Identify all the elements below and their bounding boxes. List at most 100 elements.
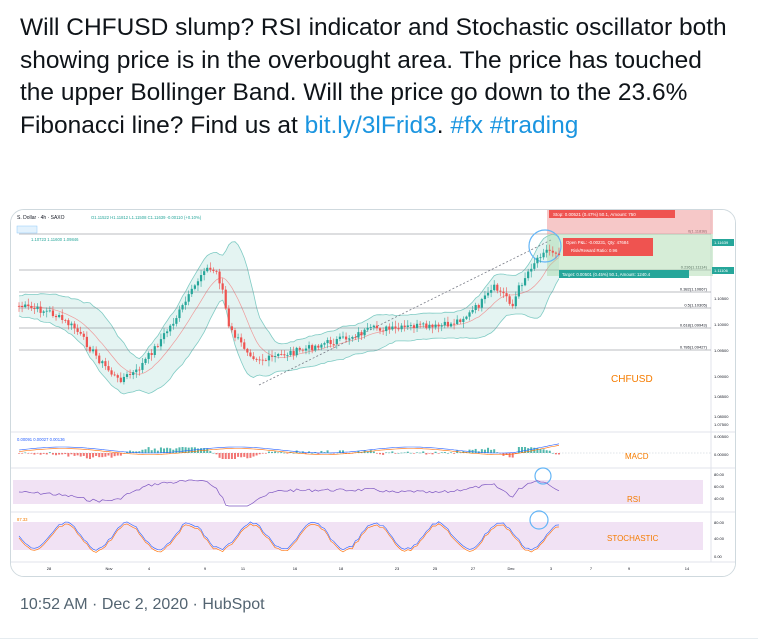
macd-bar xyxy=(85,453,88,459)
candle-body xyxy=(73,323,76,329)
candle-body xyxy=(190,288,193,295)
candle-body xyxy=(351,337,354,339)
candle-body xyxy=(317,345,320,348)
macd-bar xyxy=(493,449,496,453)
highlight-circle-rsi xyxy=(534,467,552,485)
time-tick: 11 xyxy=(241,566,246,571)
macd-bar xyxy=(206,448,209,453)
macd-bar xyxy=(425,453,428,455)
macd-bar xyxy=(511,453,514,458)
candle-body xyxy=(162,333,166,340)
candle-body xyxy=(446,321,450,327)
candle-body xyxy=(505,293,508,297)
macd-line xyxy=(18,443,560,454)
macd-bar xyxy=(474,448,477,453)
macd-bar xyxy=(326,450,329,453)
macd-bar xyxy=(422,451,425,453)
macd-bar xyxy=(434,451,437,453)
candle-body xyxy=(437,324,440,327)
macd-bar xyxy=(113,453,116,457)
lower-band xyxy=(18,278,560,395)
candle-body xyxy=(523,278,527,286)
macd-bar xyxy=(342,450,344,453)
position-tool: Stop: 0.00521 (0.47%) 50.1, Amount: 750 … xyxy=(528,210,713,278)
candle-body xyxy=(178,309,181,319)
candle-body xyxy=(110,370,113,375)
candle-body xyxy=(480,299,483,308)
rsi-band xyxy=(13,480,703,504)
macd-bar xyxy=(18,453,20,454)
macd-bar xyxy=(379,453,382,455)
candle-body xyxy=(233,330,237,338)
fib-label: 0.382(1.10667) xyxy=(680,287,708,292)
macd-bar xyxy=(45,453,48,455)
divider xyxy=(0,638,758,639)
candle-body xyxy=(496,284,499,291)
macd-bar xyxy=(551,452,554,454)
candle-body xyxy=(298,347,301,350)
time-tick: 3 xyxy=(550,566,553,571)
time-tick: Nov xyxy=(105,566,112,571)
macd-bar xyxy=(138,451,141,453)
candle-body xyxy=(551,250,554,253)
macd-bar xyxy=(181,447,184,453)
candle-body xyxy=(48,310,51,312)
candle-body xyxy=(419,323,422,325)
macd-bar xyxy=(517,447,520,453)
price-tick: 1.10000 xyxy=(714,322,729,327)
macd-bar xyxy=(548,450,551,453)
fib-label: 0.786(1.09427) xyxy=(680,345,708,350)
candle-body xyxy=(230,326,234,331)
macd-bar xyxy=(375,453,378,454)
pane-tick: 0.00 xyxy=(714,554,723,559)
macd-bar xyxy=(298,452,301,454)
macd-bar xyxy=(514,453,517,454)
symbol-label: CHFUSD xyxy=(611,374,653,385)
macd-bar xyxy=(175,448,178,453)
macd-bar xyxy=(311,452,314,454)
candle-body xyxy=(508,296,511,304)
macd-bar xyxy=(416,452,419,454)
macd-bar xyxy=(255,453,258,456)
candle-body xyxy=(209,267,212,270)
macd-bar xyxy=(369,450,372,453)
candle-body xyxy=(70,323,73,326)
hashtag-trading[interactable]: #trading xyxy=(489,111,579,139)
macd-bar xyxy=(286,453,289,454)
candle-body xyxy=(397,328,400,330)
macd-bar xyxy=(159,447,162,453)
candle-body xyxy=(240,337,243,343)
candle-body xyxy=(169,325,172,332)
candle-body xyxy=(465,316,468,319)
tweet-time[interactable]: 10:52 AM xyxy=(20,596,88,613)
macd-bar xyxy=(372,451,375,453)
price-candles xyxy=(17,244,561,385)
price-badge-text: 1.11106 xyxy=(714,268,729,273)
chart-image[interactable]: 0(1.11838)0.236(1.11114)0.382(1.10667)0.… xyxy=(10,209,736,577)
macd-bar xyxy=(400,452,403,454)
hashtag-fx[interactable]: #fx xyxy=(450,111,484,139)
tweet-text: Will CHFUSD slump? RSI indicator and Sto… xyxy=(20,12,740,142)
tweet-link[interactable]: bit.ly/3lFrid3 xyxy=(304,111,437,139)
chart-header: S. Dollar · 4h · SAXO xyxy=(17,215,65,221)
price-tick: 1.07500 xyxy=(714,422,729,427)
candle-body xyxy=(314,345,317,351)
candle-body xyxy=(548,249,551,251)
candle-body xyxy=(144,358,147,363)
macd-bar xyxy=(163,448,166,453)
macd-bar xyxy=(92,453,95,458)
candle-body xyxy=(135,369,138,373)
candle-body xyxy=(311,345,314,351)
candle-body xyxy=(468,312,471,317)
tweet-body: Will CHFUSD slump? RSI indicator and Sto… xyxy=(20,14,727,139)
meta-separator: · xyxy=(87,596,102,613)
highlight-circle-stoch xyxy=(529,510,549,530)
macd-bar xyxy=(166,447,169,453)
price-tick: 1.08500 xyxy=(714,394,729,399)
macd-bar xyxy=(70,453,73,455)
macd-bar xyxy=(440,452,443,453)
macd-bar xyxy=(132,451,135,453)
tweet-date[interactable]: Dec 2, 2020 xyxy=(101,596,189,613)
candle-body xyxy=(277,354,280,357)
time-tick: Dec xyxy=(507,566,514,571)
